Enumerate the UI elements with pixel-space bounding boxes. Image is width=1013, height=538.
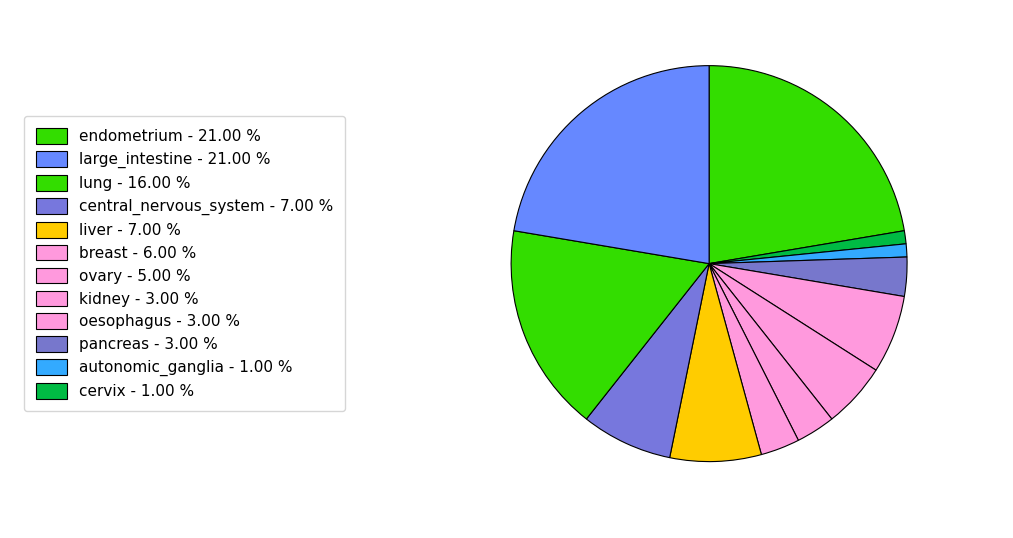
Wedge shape [670, 264, 762, 462]
Wedge shape [514, 66, 709, 264]
Wedge shape [512, 231, 709, 419]
Legend: endometrium - 21.00 %, large_intestine - 21.00 %, lung - 16.00 %, central_nervou: endometrium - 21.00 %, large_intestine -… [23, 116, 345, 412]
Wedge shape [587, 264, 709, 458]
Wedge shape [709, 244, 907, 264]
Wedge shape [709, 264, 832, 440]
Wedge shape [709, 264, 876, 419]
Wedge shape [709, 66, 905, 264]
Wedge shape [709, 231, 906, 264]
Wedge shape [709, 264, 905, 370]
Wedge shape [709, 257, 907, 296]
Wedge shape [709, 264, 798, 455]
